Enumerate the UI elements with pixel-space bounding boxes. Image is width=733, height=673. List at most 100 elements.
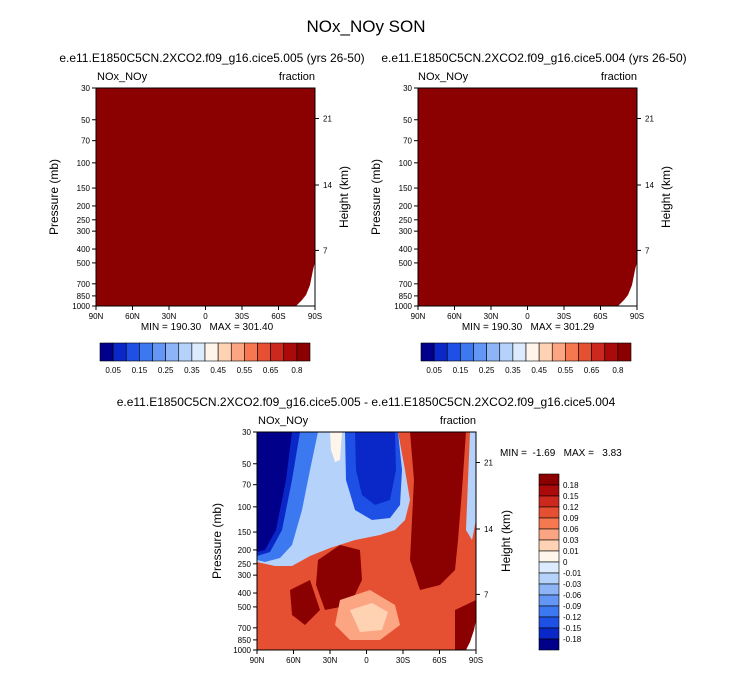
colorbar-swatch [446, 342, 461, 362]
colorbar-label: 0.45 [210, 366, 226, 375]
colorbar-swatch [538, 616, 560, 629]
colorbar-swatch [230, 342, 245, 362]
panel-2-terrain-mask [618, 262, 637, 306]
colorbar-label: 0.15 [563, 492, 579, 501]
colorbar-swatch [538, 605, 560, 618]
panel-3-axes: 305070100150200250300400500700850100090N… [233, 428, 493, 665]
panel-3-contour-navy-west [257, 432, 292, 552]
y-tick-label: 300 [77, 227, 91, 236]
y-tick-label: 400 [77, 245, 91, 254]
x-tick-label: 30S [396, 656, 410, 665]
panel-1-variable-label: NOx_NOy [97, 71, 148, 83]
colorbar-label: 0.35 [505, 366, 521, 375]
colorbar-swatch [525, 342, 540, 362]
x-tick-label: 30S [557, 312, 571, 321]
colorbar-swatch [420, 342, 435, 362]
panel-2-ylabel: Pressure (mb) [369, 159, 383, 235]
panel-1: e.e11.E1850C5CN.2XCO2.f09_g16.cice5.005 … [47, 51, 365, 375]
panel-3-contour-deep-blue-east [355, 432, 396, 505]
colorbar-label: -0.03 [563, 580, 582, 589]
panel-3-units-label: fraction [440, 415, 476, 427]
y-tick-label: 250 [77, 216, 91, 225]
colorbar-swatch [257, 342, 271, 362]
x-tick-label: 60S [271, 312, 285, 321]
colorbar-swatch [152, 342, 166, 362]
colorbar-label: -0.01 [563, 569, 582, 578]
y-tick-label: 400 [399, 245, 413, 254]
y-tick-label: 100 [238, 503, 252, 512]
x-tick-label: 90N [89, 312, 104, 321]
colorbar-swatch [578, 342, 592, 362]
colorbar-label: 0.05 [426, 366, 442, 375]
y-tick-label: 400 [238, 589, 252, 598]
y-tick-label: 30 [242, 428, 251, 437]
colorbar-swatch [538, 627, 560, 640]
colorbar-swatch [538, 528, 560, 541]
y2-tick-label: 14 [484, 525, 493, 534]
y-tick-label: 850 [238, 636, 252, 645]
colorbar-swatch [283, 342, 298, 362]
colorbar-swatch [512, 342, 527, 362]
colorbar-label: -0.12 [563, 613, 582, 622]
x-tick-label: 90S [308, 312, 322, 321]
colorbar-swatch [538, 506, 560, 519]
colorbar-label: 0.45 [531, 366, 547, 375]
panel-2-field [418, 88, 637, 306]
colorbar-swatch [538, 473, 560, 486]
y-tick-label: 700 [399, 280, 413, 289]
y-tick-label: 30 [81, 84, 90, 93]
panel-3-title: e.e11.E1850C5CN.2XCO2.f09_g16.cice5.005 … [117, 395, 616, 409]
y-tick-label: 700 [77, 280, 91, 289]
colorbar-swatch [591, 342, 606, 362]
colorbar-swatch [604, 342, 619, 362]
colorbar-swatch [270, 342, 285, 362]
colorbar-label: 0.55 [237, 366, 253, 375]
x-tick-label: 0 [525, 312, 530, 321]
x-tick-label: 30N [484, 312, 499, 321]
panel-3-contour-darkred-west [290, 580, 320, 625]
y-tick-label: 200 [238, 546, 252, 555]
panel-3-variable-label: NOx_NOy [258, 415, 309, 427]
x-tick-label: 60N [125, 312, 140, 321]
panel-3-contour-darkred-center [316, 545, 362, 610]
panel-2-y2label: Height (km) [659, 166, 673, 228]
colorbar-label: 0.25 [158, 366, 174, 375]
y-tick-label: 70 [403, 137, 412, 146]
panel-2-axes: 305070100150200250300400500700850100090N… [394, 84, 654, 321]
y-tick-label: 250 [399, 216, 413, 225]
colorbar-swatch [565, 342, 579, 362]
panel-1-ylabel: Pressure (mb) [47, 159, 61, 235]
panel-3-min-max: MIN = -1.69 MAX = 3.83 [500, 448, 622, 459]
panel-3: e.e11.E1850C5CN.2XCO2.f09_g16.cice5.005 … [117, 395, 622, 665]
x-tick-label: 90S [469, 656, 483, 665]
x-tick-label: 90N [411, 312, 426, 321]
y2-tick-label: 21 [645, 115, 654, 124]
y-tick-label: 150 [77, 184, 91, 193]
panel-3-terrain-mask [466, 620, 476, 650]
y-tick-label: 1000 [233, 646, 251, 655]
y-tick-label: 50 [242, 460, 251, 469]
colorbar-label: -0.06 [563, 591, 582, 600]
x-tick-label: 60S [593, 312, 607, 321]
colorbar-swatch [217, 342, 232, 362]
colorbar-swatch [296, 342, 311, 362]
colorbar-swatch [538, 484, 560, 497]
y-tick-label: 500 [77, 259, 91, 268]
y-tick-label: 500 [399, 259, 413, 268]
panel-1-field [96, 88, 315, 306]
panel-1-y2label: Height (km) [337, 166, 351, 228]
y-tick-label: 70 [242, 481, 251, 490]
colorbar-swatch [538, 583, 560, 596]
colorbar-label: 0 [563, 558, 568, 567]
colorbar-swatch [139, 342, 153, 362]
y-tick-label: 150 [399, 184, 413, 193]
figure-title: NOx_NOy SON [306, 17, 425, 36]
x-tick-label: 60N [286, 656, 301, 665]
panel-1-terrain-mask [296, 262, 315, 306]
y-tick-label: 300 [238, 571, 252, 580]
y-tick-label: 50 [403, 116, 412, 125]
colorbar-swatch [191, 342, 206, 362]
colorbar-swatch [538, 561, 560, 574]
colorbar-swatch [244, 342, 258, 362]
